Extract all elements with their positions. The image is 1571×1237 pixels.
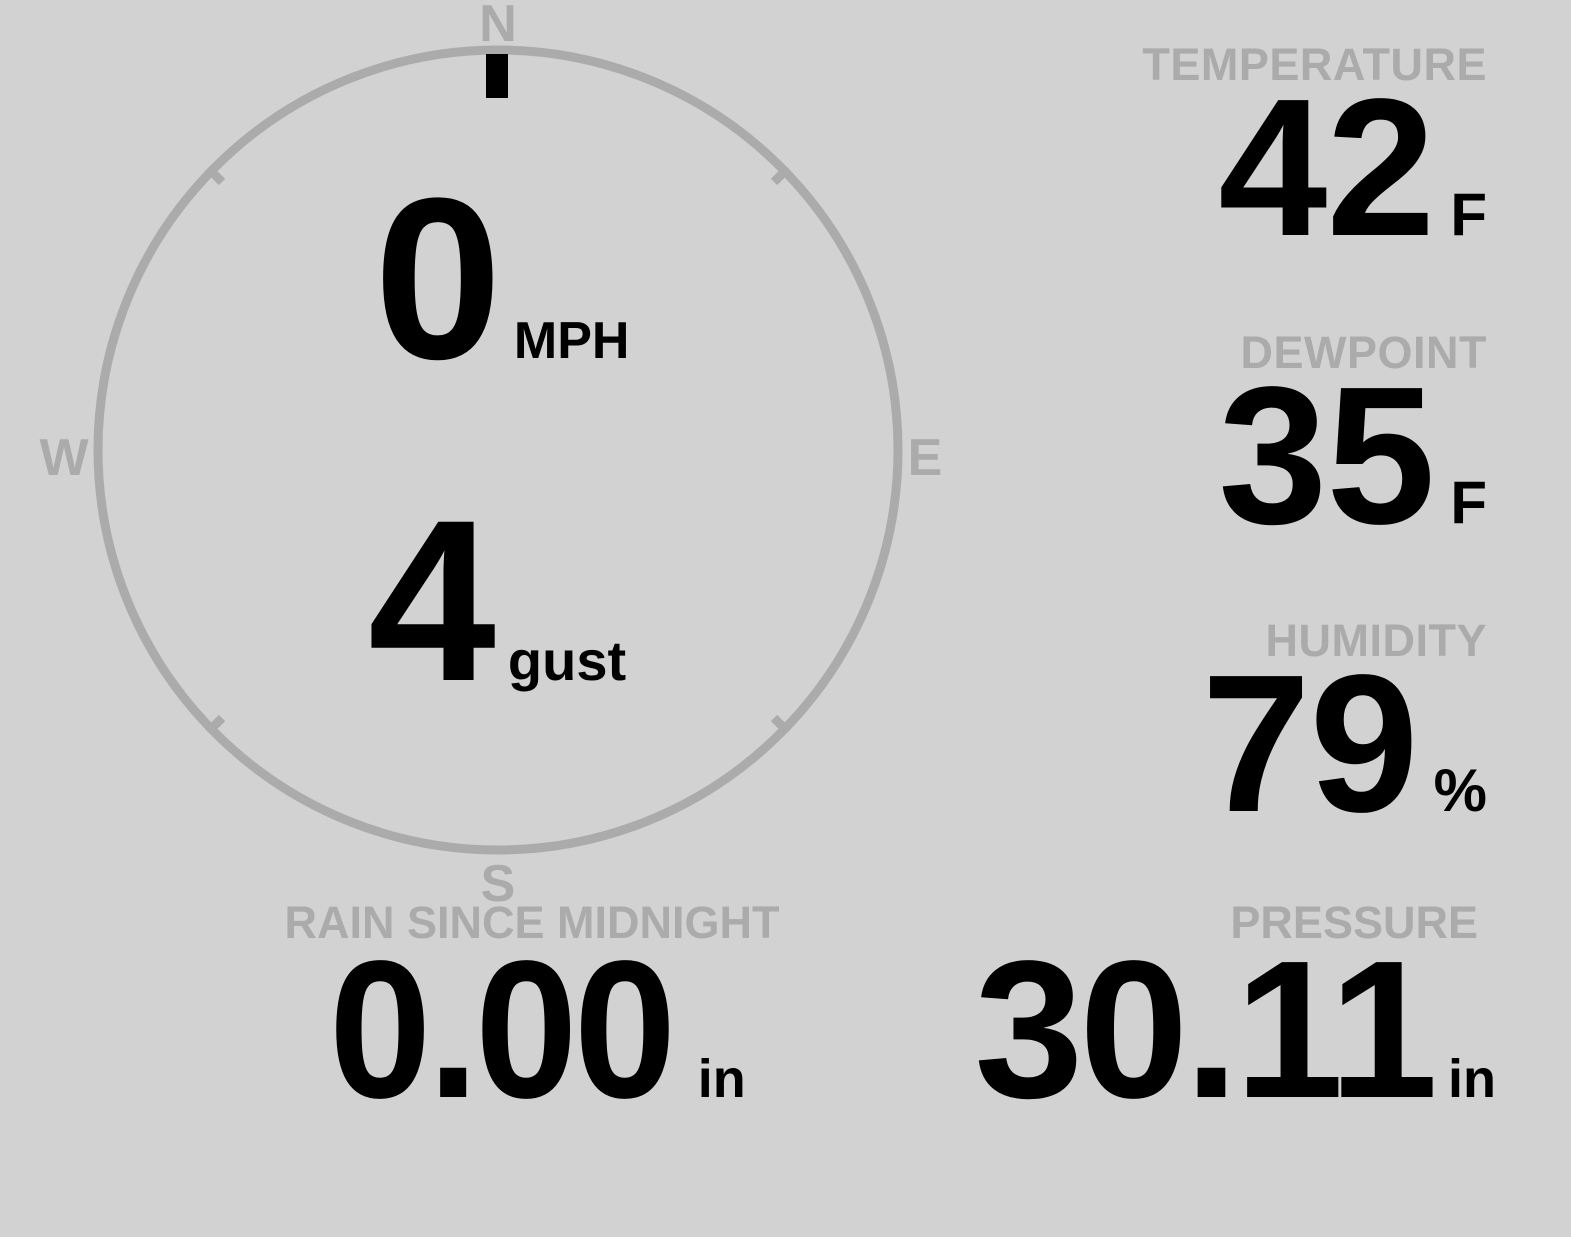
metric-temperature-value: 42: [1218, 58, 1435, 277]
metric-temperature-unit: F: [1450, 181, 1487, 248]
compass-label-west: W: [39, 429, 89, 487]
wind-compass-dial: N W E S 0 MPH 4 gust: [0, 0, 1000, 915]
metric-pressure-body: 30.11 in: [880, 920, 1500, 1139]
metric-humidity-label: HUMIDITY: [1265, 615, 1487, 666]
metric-rain-label: RAIN SINCE MIDNIGHT: [284, 897, 780, 948]
wind-speed-unit: MPH: [513, 312, 630, 370]
wind-direction-marker: [486, 54, 508, 98]
metric-humidity-body: 79 %: [867, 634, 1487, 853]
compass-ring-graphic: [93, 45, 903, 855]
metric-temperature-label: TEMPERATURE: [1142, 39, 1487, 90]
metric-dewpoint-value: 35: [1218, 346, 1435, 565]
compass-ring-circle: [93, 45, 903, 855]
metric-pressure-value: 30.11: [974, 920, 1438, 1139]
metric-dewpoint-body: 35 F: [867, 346, 1487, 565]
wind-speed-readout: 0 MPH: [374, 150, 630, 407]
metric-temperature: TEMPERATURE 42 F: [867, 39, 1487, 277]
wind-gust-value: 4: [368, 472, 496, 729]
metric-rain: RAIN SINCE MIDNIGHT 0.00 in: [232, 897, 832, 1139]
metric-rain-body: 0.00 in: [232, 920, 832, 1139]
metric-pressure-label: PRESSURE: [1230, 897, 1478, 948]
wind-gust-readout: 4 gust: [368, 472, 627, 729]
metric-humidity-value: 79: [1201, 634, 1419, 853]
metric-pressure: PRESSURE 30.11 in: [880, 897, 1500, 1139]
metric-temperature-body: 42 F: [867, 58, 1487, 277]
wind-speed-value: 0: [374, 150, 502, 407]
wind-gust-unit: gust: [507, 629, 627, 692]
compass-tick-se: [770, 714, 792, 736]
metric-humidity: HUMIDITY 79 %: [867, 615, 1487, 853]
metric-dewpoint-label: DEWPOINT: [1240, 327, 1487, 378]
compass-label-east: E: [907, 429, 943, 487]
compass-label-north: N: [479, 0, 517, 53]
metric-dewpoint-unit: F: [1450, 469, 1487, 536]
metric-humidity-unit: %: [1433, 757, 1487, 824]
compass-label-south: S: [480, 855, 516, 913]
metric-pressure-unit: in: [1448, 1049, 1496, 1109]
compass-tick-nw: [204, 164, 226, 186]
metric-rain-unit: in: [697, 1049, 746, 1109]
compass-tick-sw: [204, 714, 226, 736]
compass-tick-group: [204, 164, 792, 736]
metric-dewpoint: DEWPOINT 35 F: [867, 327, 1487, 565]
compass-tick-ne: [770, 164, 792, 186]
metric-rain-value: 0.00: [329, 920, 676, 1139]
